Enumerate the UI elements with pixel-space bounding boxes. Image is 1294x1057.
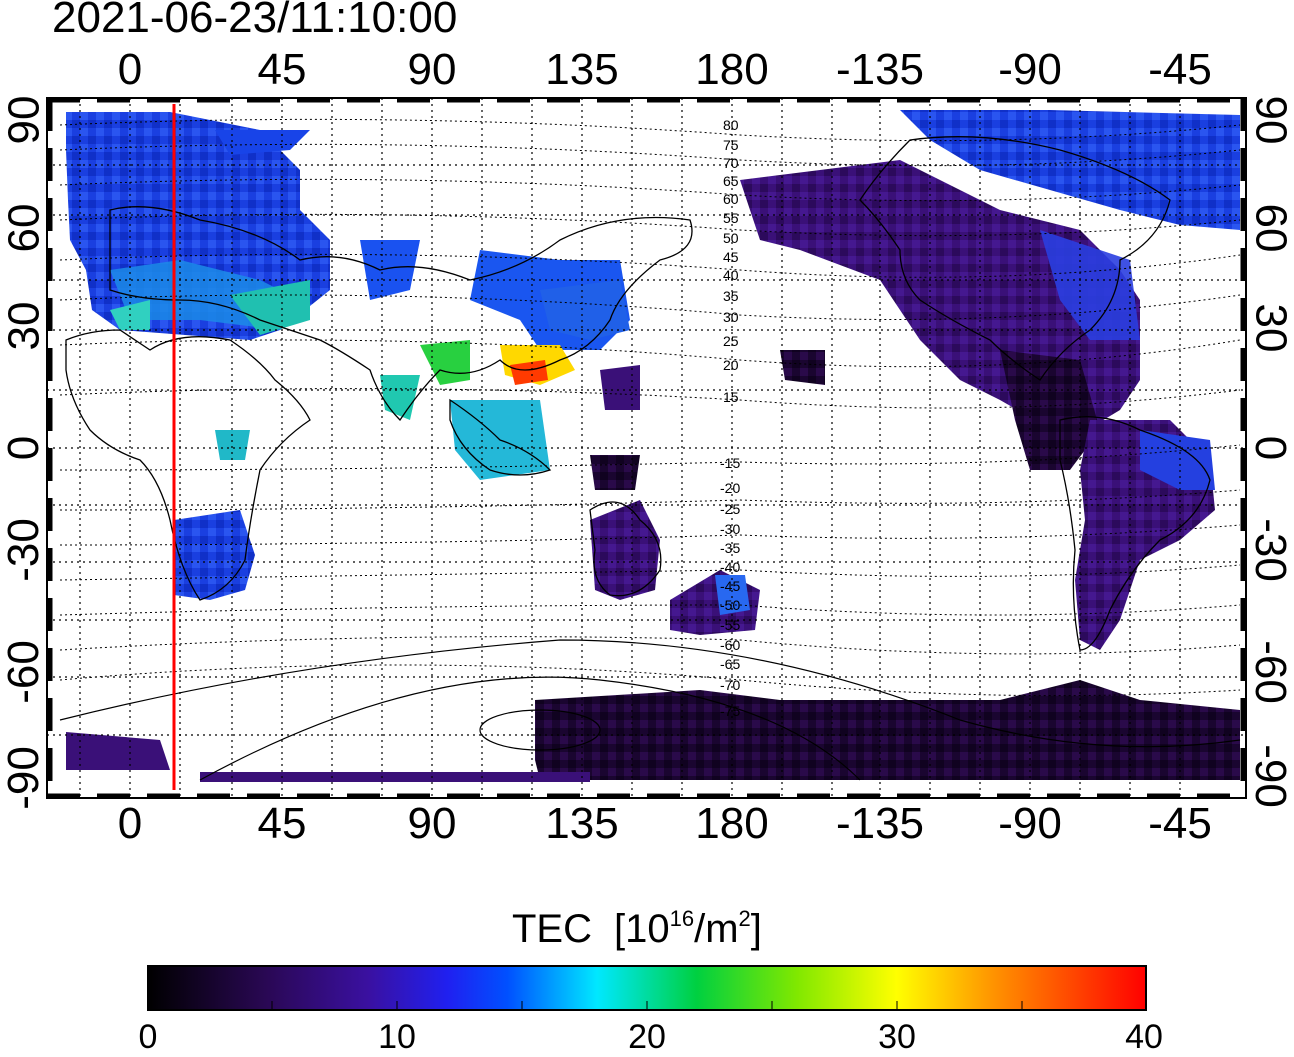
bottom-tick-45: 45 [257,799,307,848]
colorbar-tick-30: 30 [878,1018,916,1056]
contour-label: 35 [723,288,739,304]
bottom-tick-minus90: -90 [998,799,1062,848]
contour-label: -65 [720,656,740,672]
colorbar-unit: [1016/m2] [614,906,762,951]
top-tick-45: 45 [257,45,307,94]
contour-label: -40 [720,559,740,575]
coastlines [65,136,1211,651]
tec-map: 80 75 70 65 60 55 50 45 40 35 30 25 20 1… [46,97,1247,799]
contour-label: -15 [720,455,740,471]
contour-label: 80 [723,117,739,133]
contour-label: -75 [720,703,740,719]
contour-label: -55 [720,617,740,633]
contour-label: 20 [723,357,739,373]
top-tick-minus135: -135 [835,45,925,94]
contour-label: 60 [723,191,739,207]
timestamp: 2021-06-23/11:10:00 [52,0,458,42]
contour-label: 65 [723,173,739,189]
colorbar-title: TEC [1016/m2] [512,906,762,951]
contour-label: 15 [723,389,739,405]
bottom-tick-minus135: -135 [835,799,925,848]
contour-label: -25 [720,501,740,517]
colorbar-tick-10: 10 [378,1018,416,1056]
contour-label: -30 [720,521,740,537]
colorbar-title-text: TEC [512,907,592,951]
contour-label: 55 [723,210,739,226]
magnetic-contours-solid [59,639,1241,781]
colorbar [147,965,1147,1011]
contour-label: 25 [723,333,739,349]
colorbar-tick-20: 20 [628,1018,666,1056]
contour-label: -20 [720,480,740,496]
bottom-tick-180: 180 [695,799,769,848]
contour-label: 30 [723,309,739,325]
contour-label: -60 [720,637,740,653]
contour-label: -35 [720,540,740,556]
contour-label: -50 [720,597,740,613]
top-tick-minus90: -90 [998,45,1062,94]
magnetic-contours [59,118,1241,697]
top-tick-90: 90 [407,45,457,94]
contour-label: -70 [720,677,740,693]
contour-label: 50 [723,230,739,246]
bottom-tick-minus45: -45 [1148,799,1212,848]
top-tick-180: 180 [695,45,769,94]
bottom-tick-90: 90 [407,799,457,848]
contour-labels-north: 80 75 70 65 60 55 50 45 40 35 30 25 20 1… [723,117,739,405]
contour-label: 75 [723,137,739,153]
top-tick-0: 0 [117,45,143,94]
top-tick-135: 135 [545,45,619,94]
contour-label: -45 [720,578,740,594]
colorbar-tick-40: 40 [1125,1018,1163,1056]
bottom-tick-135: 135 [545,799,619,848]
contour-label: 45 [723,249,739,265]
contour-label: 40 [723,267,739,283]
top-tick-minus45: -45 [1148,45,1212,94]
colorbar-tick-0: 0 [138,1018,158,1056]
contour-labels-south: -15 -20 -25 -30 -35 -40 -45 -50 -55 -60 … [720,455,740,719]
contour-label: 70 [723,155,739,171]
bottom-tick-0: 0 [117,799,143,848]
